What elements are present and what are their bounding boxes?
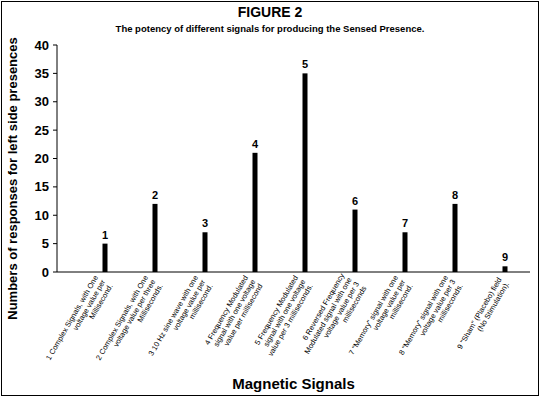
y-tick (53, 243, 57, 244)
bar-number: 5 (302, 58, 308, 70)
x-tick-label: 3 10 Hz sine wave with onevoltage value … (147, 273, 215, 366)
y-tick (53, 45, 57, 46)
bar (403, 232, 408, 272)
bar (103, 244, 108, 272)
y-tick (53, 215, 57, 216)
y-tick-label: 0 (42, 265, 49, 280)
bar (453, 204, 458, 272)
bar-number: 2 (152, 189, 158, 201)
bar-number: 7 (402, 217, 408, 229)
bar (153, 204, 158, 272)
y-tick-label: 10 (35, 208, 49, 223)
frame (2, 2, 539, 396)
x-axis (57, 272, 530, 273)
bar (253, 153, 258, 272)
y-tick-label: 40 (35, 38, 49, 53)
chart: FIGURE 2 The potency of different signals… (0, 0, 540, 397)
title: FIGURE 2 (238, 4, 303, 20)
y-tick (53, 272, 57, 273)
y-tick-label: 25 (35, 123, 49, 138)
y-tick-label: 15 (35, 179, 49, 194)
bar (303, 73, 308, 272)
x-tick-label: 8 "Memory" signal with onevoltage value … (397, 274, 465, 365)
bar (353, 210, 358, 272)
y-tick-label: 30 (35, 94, 49, 109)
y-tick-label: 5 (42, 236, 49, 251)
y-tick-label: 35 (35, 66, 49, 81)
x-axis-title: Magnetic Signals (232, 375, 355, 392)
x-tick-label: 9 "Sham" (Placebo) field(No Stimulation)… (455, 276, 511, 355)
bar-number: 9 (502, 251, 508, 263)
bar (203, 232, 208, 272)
y-tick (53, 186, 57, 187)
bar-number: 6 (352, 195, 358, 207)
y-axis-title: Numbers of responses for left side prese… (5, 37, 20, 319)
subtitle: The potency of different signals for pro… (116, 23, 425, 34)
y-tick (53, 73, 57, 74)
bar-number: 4 (252, 138, 259, 150)
bar-number: 1 (102, 229, 108, 241)
y-tick (53, 130, 57, 131)
y-tick (53, 158, 57, 159)
y-tick (53, 101, 57, 102)
bar-number: 8 (452, 189, 458, 201)
bar-number: 3 (202, 217, 208, 229)
y-tick-label: 20 (35, 151, 49, 166)
bar (503, 266, 508, 272)
bars (103, 73, 508, 272)
